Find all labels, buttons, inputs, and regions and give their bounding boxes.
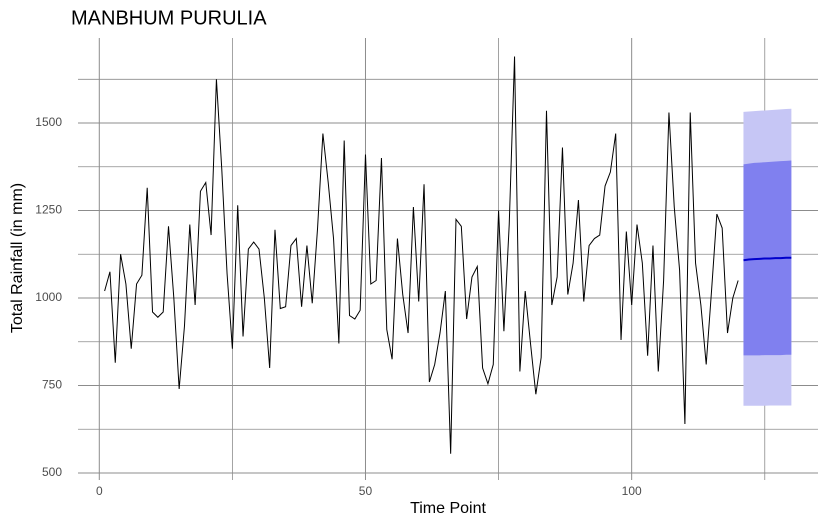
x-tick-label: 50 — [359, 484, 373, 498]
x-tick-label: 100 — [622, 484, 642, 498]
series-line — [104, 56, 739, 454]
y-tick-label: 500 — [42, 465, 62, 479]
y-axis-title: Total Rainfall (in mm) — [9, 183, 26, 333]
y-tick-label: 1000 — [35, 290, 62, 304]
y-tick-label: 1250 — [35, 203, 62, 217]
x-tick-label: 0 — [96, 484, 103, 498]
x-axis-title: Time Point — [410, 500, 486, 517]
chart-title: MANBHUM PURULIA — [71, 7, 267, 29]
forecast-line — [743, 256, 792, 262]
y-tick-label: 1500 — [35, 115, 62, 129]
y-tick-label: 750 — [42, 378, 62, 392]
